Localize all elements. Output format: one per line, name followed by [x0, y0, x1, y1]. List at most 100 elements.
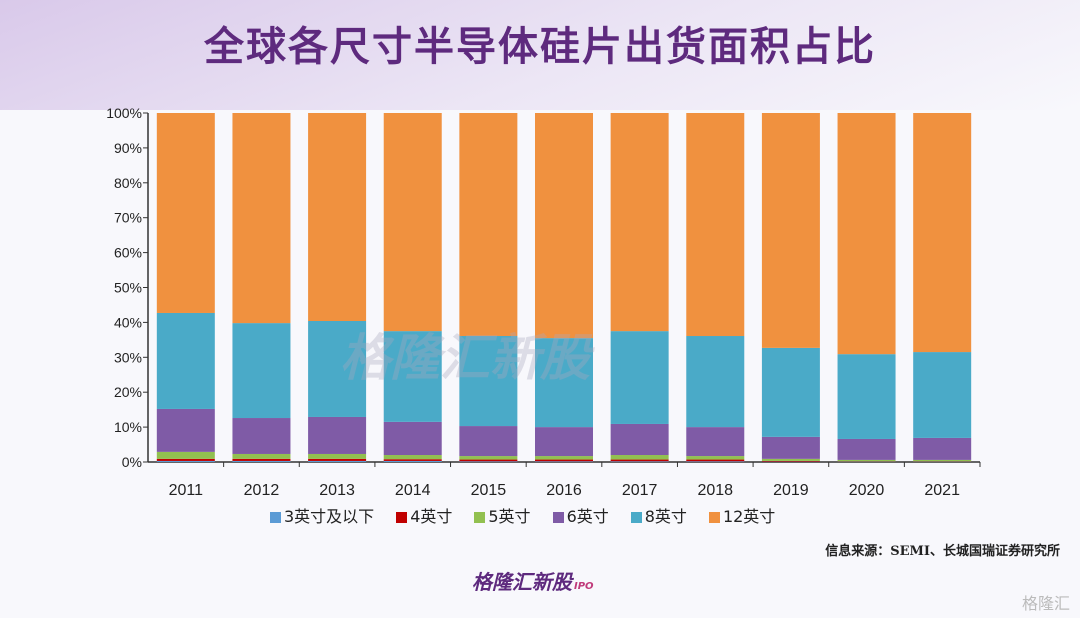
bar-segment-2015-2 [459, 456, 518, 460]
bar-segment-2020-3 [837, 438, 896, 460]
bar-segment-2017-0 [610, 461, 669, 462]
y-tick-label: 90% [114, 140, 142, 156]
legend-item: 4英寸 [396, 503, 452, 527]
bar-segment-2015-0 [459, 461, 518, 462]
y-tick-label: 0% [122, 454, 142, 470]
x-tick-label: 2020 [849, 482, 885, 499]
legend-label: 4英寸 [410, 507, 453, 526]
bar-segment-2016-0 [535, 461, 593, 462]
bar-segment-2015-1 [459, 459, 518, 462]
bar-segment-2015-5 [459, 113, 518, 337]
x-tick-label: 2012 [244, 482, 280, 499]
y-tick-label: 80% [114, 175, 142, 191]
bar-segment-2016-1 [535, 459, 593, 462]
bar-segment-2017-5 [610, 113, 669, 332]
bar-segment-2017-4 [610, 331, 669, 424]
bar-segment-2020-4 [837, 354, 896, 439]
bar-segment-2017-3 [610, 423, 669, 456]
bar-segment-2021-5 [913, 113, 972, 353]
bar-segment-2013-4 [308, 321, 367, 417]
bar-segment-2018-1 [686, 459, 745, 462]
bar-segment-2016-3 [535, 427, 593, 457]
bar-segment-2011-0 [156, 460, 215, 462]
logo-sub: IPO [574, 581, 594, 592]
bar-segment-2013-1 [308, 458, 367, 461]
logo: 格隆汇新股 IPO [472, 566, 594, 595]
legend-swatch [396, 512, 408, 523]
bar-segment-2021-2 [913, 459, 972, 462]
logo-text: 格隆汇新股 [472, 570, 572, 594]
corner-watermark: 格隆汇 [1021, 594, 1070, 613]
bar-segment-2019-2 [761, 458, 820, 461]
x-tick-label: 2021 [924, 482, 960, 499]
bar-segment-2014-3 [383, 421, 442, 456]
bar-segment-2020-5 [837, 113, 896, 355]
bar-segment-2011-3 [156, 408, 215, 452]
bar-segment-2012-3 [232, 418, 291, 454]
bar-segment-2018-2 [686, 456, 745, 460]
bar-segment-2011-4 [156, 312, 215, 409]
source-note: 信息来源：SEMI、长城国瑞证券研究所 [825, 544, 1060, 559]
legend-label: 6英寸 [566, 507, 609, 526]
bar-segment-2012-0 [232, 460, 291, 462]
y-tick-label: 50% [114, 280, 142, 296]
bar-segment-2017-2 [610, 455, 669, 460]
x-tick-label: 2018 [697, 482, 733, 499]
bar-segment-2019-5 [761, 113, 820, 348]
bar-segment-2012-1 [232, 458, 291, 461]
bar-segment-2012-2 [232, 453, 291, 459]
legend: 3英寸及以下 4英寸 5英寸 6英寸 8英寸 12英寸 [270, 503, 775, 527]
legend-swatch [630, 512, 642, 523]
legend-item: 12英寸 [708, 503, 776, 527]
x-tick-label: 2019 [773, 482, 809, 499]
bar-segment-2018-4 [686, 336, 745, 428]
x-tick-label: 2015 [471, 482, 507, 499]
legend-swatch [708, 512, 720, 523]
bar-segment-2018-5 [686, 113, 745, 337]
x-tick-label: 2014 [395, 482, 431, 499]
legend-label: 3英寸及以下 [284, 507, 375, 526]
x-tick-label: 2017 [622, 482, 658, 499]
legend-label: 12英寸 [722, 507, 776, 526]
bar-segment-2012-4 [232, 323, 291, 419]
bar-segment-2018-0 [686, 461, 745, 462]
bar-segment-2015-4 [459, 336, 518, 427]
bar-segment-2014-0 [383, 460, 442, 462]
bar-segment-2016-4 [535, 338, 593, 428]
legend-label: 8英寸 [644, 507, 687, 526]
bar-segment-2020-2 [837, 459, 896, 462]
bar-segment-2011-1 [156, 458, 215, 461]
bar-segment-2013-0 [308, 460, 367, 462]
legend-item: 3英寸及以下 [270, 503, 374, 527]
bar-segment-2019-1 [761, 460, 820, 462]
bar-segment-2011-2 [156, 451, 215, 459]
bar-segment-2016-2 [535, 456, 593, 460]
bar-segment-2014-5 [383, 113, 442, 332]
y-tick-label: 70% [114, 210, 142, 226]
bar-segment-2018-3 [686, 427, 745, 457]
bar-segment-2013-3 [308, 416, 367, 454]
bar-segment-2017-1 [610, 459, 669, 462]
bar-segment-2013-5 [308, 113, 367, 322]
y-tick-label: 20% [114, 384, 142, 400]
bar-segment-2014-4 [383, 331, 442, 422]
bar-segment-2021-4 [913, 352, 972, 438]
y-tick-label: 30% [114, 349, 142, 365]
x-tick-label: 2016 [546, 482, 582, 499]
legend-item: 8英寸 [630, 503, 687, 527]
bar-segment-2019-3 [761, 436, 820, 459]
chart-title: 全球各尺寸半导体硅片出货面积占比 [204, 23, 876, 70]
legend-swatch [474, 512, 486, 523]
bar-segment-2014-1 [383, 459, 442, 461]
bar-segment-2021-3 [913, 437, 972, 460]
y-tick-label: 10% [114, 419, 142, 435]
legend-item: 6英寸 [552, 503, 609, 527]
y-tick-label: 100% [106, 105, 142, 121]
bar-segment-2011-5 [156, 113, 215, 313]
x-tick-label: 2013 [319, 482, 355, 499]
bar-segment-2012-5 [232, 113, 291, 324]
bar-segment-2015-3 [459, 426, 518, 457]
y-tick-label: 60% [114, 245, 142, 261]
legend-label: 5英寸 [488, 507, 531, 526]
